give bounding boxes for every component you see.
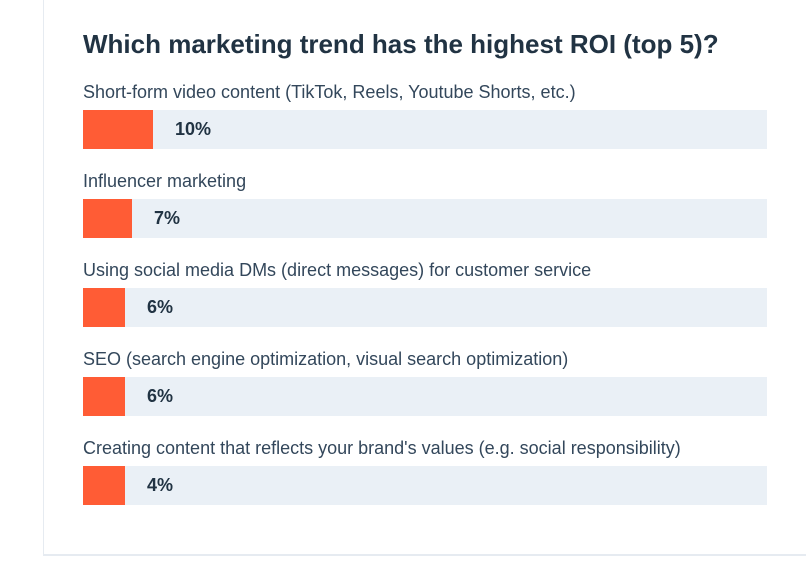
bar-fill <box>83 199 132 238</box>
bar-row-short-form-video: Short-form video content (TikTok, Reels,… <box>83 78 767 167</box>
bar-value-label: 6% <box>147 297 174 317</box>
bar-label: Short-form video content (TikTok, Reels,… <box>83 82 576 102</box>
bar-row-brand-values-content: Creating content that reflects your bran… <box>83 434 767 523</box>
chart-title: Which marketing trend has the highest RO… <box>83 29 719 59</box>
bar-label: Creating content that reflects your bran… <box>83 438 681 458</box>
bar-track: 10% <box>83 110 767 149</box>
bar-fill <box>83 377 125 416</box>
bar-label: Influencer marketing <box>83 171 247 191</box>
bar-value-label: 7% <box>154 208 181 228</box>
bar-track: 6% <box>83 377 767 416</box>
bar-row-influencer-marketing: Influencer marketing 7% <box>83 167 767 256</box>
bar-row-seo: SEO (search engine optimization, visual … <box>83 345 767 434</box>
bar-value-label: 6% <box>147 386 174 406</box>
bar-fill <box>83 288 125 327</box>
bar-track: 6% <box>83 288 767 327</box>
bar-track: 7% <box>83 199 767 238</box>
bar-fill <box>83 110 153 149</box>
bar-label: SEO (search engine optimization, visual … <box>83 349 569 369</box>
bar-fill <box>83 466 125 505</box>
bar-value-label: 10% <box>175 119 212 139</box>
bar-row-social-media-dms: Using social media DMs (direct messages)… <box>83 256 767 345</box>
chart-card <box>43 0 806 556</box>
bar-track: 4% <box>83 466 767 505</box>
bar-label: Using social media DMs (direct messages)… <box>83 260 592 280</box>
bar-chart: Short-form video content (TikTok, Reels,… <box>83 78 767 523</box>
bar-value-label: 4% <box>147 475 174 495</box>
